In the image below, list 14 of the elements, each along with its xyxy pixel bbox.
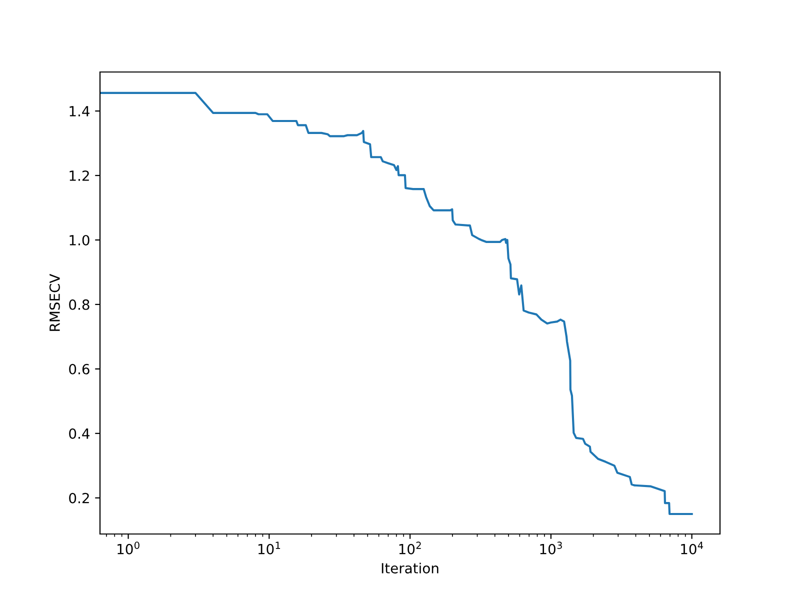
y-tick-label: 1.0 (70, 234, 90, 246)
y-tick-label: 0.4 (69, 428, 90, 439)
y-tick-label: 1.4 (70, 106, 90, 116)
x-tick-label: 10$^{4}$ (681, 542, 704, 554)
x-tick-label: 10$^{0}$ (118, 542, 140, 554)
x-tick-label: 10$^{3}$ (540, 542, 562, 554)
y-axis-title: RMSECV (49, 274, 60, 331)
x-axis-title: Iteration (382, 562, 438, 574)
y-tick-label: 0.8 (69, 299, 90, 310)
y-tick-label: 0.6 (69, 364, 90, 374)
y-tick-label: 0.2 (69, 492, 89, 504)
x-tick-label: 10$^{1}$ (258, 542, 280, 554)
x-tick-label: 10$^{2}$ (399, 542, 421, 554)
y-tick-label: 1.2 (70, 170, 89, 181)
